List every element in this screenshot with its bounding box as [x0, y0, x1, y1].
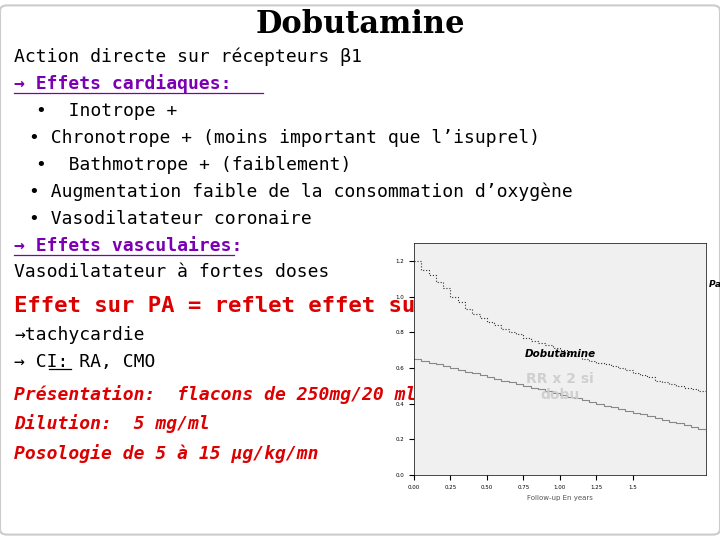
Text: • Augmentation faible de la consommation d’oxygène: • Augmentation faible de la consommation…	[29, 183, 572, 201]
X-axis label: Follow-up En years: Follow-up En years	[527, 496, 593, 502]
Text: Dobutamine: Dobutamine	[255, 9, 465, 40]
Text: → Effets vasculaires:: → Effets vasculaires:	[14, 237, 243, 255]
FancyBboxPatch shape	[0, 5, 720, 535]
Text: Posologie de 5 à 15 μg/kg/mn: Posologie de 5 à 15 μg/kg/mn	[14, 444, 319, 463]
Text: Effet sur PA = reflet effet sur Qc: Effet sur PA = reflet effet sur Qc	[14, 295, 469, 315]
Text: Présentation:  flacons de 250mg/20 ml: Présentation: flacons de 250mg/20 ml	[14, 384, 417, 404]
Text: Action directe sur récepteurs β1: Action directe sur récepteurs β1	[14, 48, 362, 66]
Text: → Effets cardiaques:: → Effets cardiaques:	[14, 74, 232, 93]
Text: Pas de dobutamine: Pas de dobutamine	[708, 280, 720, 289]
Text: RR x 2 si
dobu: RR x 2 si dobu	[526, 372, 594, 402]
Text: Vasodilatateur à fortes doses: Vasodilatateur à fortes doses	[14, 262, 330, 281]
Text: • Vasodilatateur coronaire: • Vasodilatateur coronaire	[29, 210, 312, 228]
Text: Dobutamine: Dobutamine	[525, 349, 596, 360]
Text: •  Bathmotrope + (faiblement): • Bathmotrope + (faiblement)	[36, 156, 351, 174]
Text: • Chronotrope + (moins important que l’isuprel): • Chronotrope + (moins important que l’i…	[29, 129, 540, 147]
Text: → CI: RA, CMO: → CI: RA, CMO	[14, 353, 156, 371]
Text: →tachycardie: →tachycardie	[14, 326, 145, 344]
Text: •  Inotrope +: • Inotrope +	[36, 102, 177, 120]
Text: Dilution:  5 mg/ml: Dilution: 5 mg/ml	[14, 414, 210, 434]
